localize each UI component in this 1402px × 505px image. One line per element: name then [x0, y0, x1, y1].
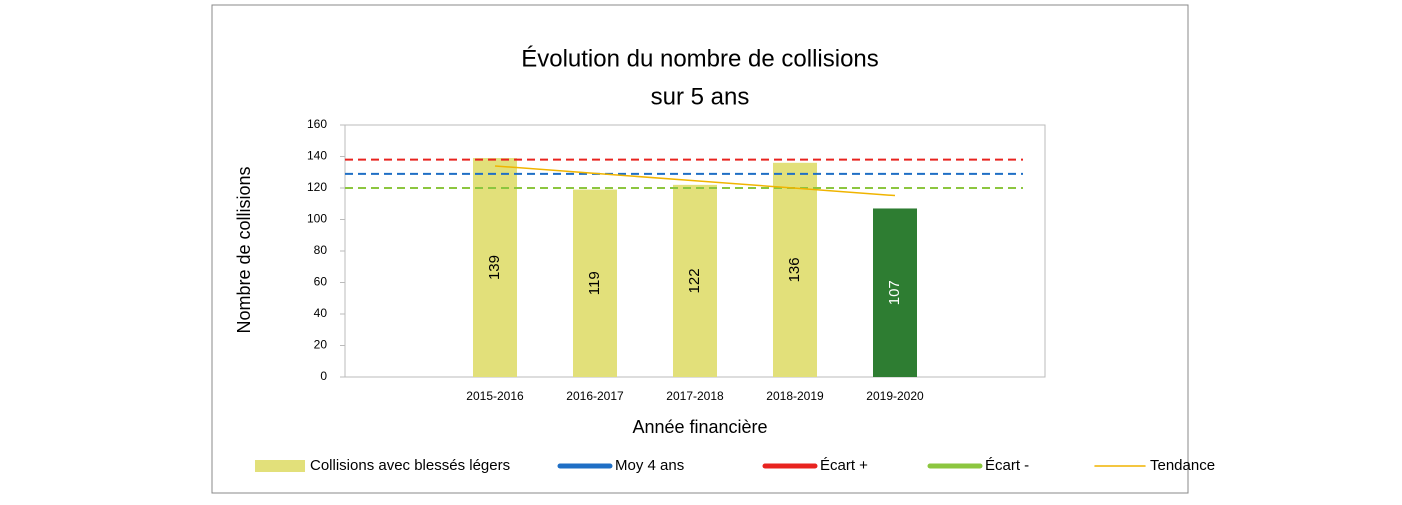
x-axis-label: Année financière — [632, 417, 767, 437]
x-tick-label: 2019-2020 — [866, 389, 924, 403]
y-tick-label: 20 — [314, 338, 328, 352]
legend-label: Tendance — [1150, 457, 1215, 474]
x-tick-label: 2018-2019 — [766, 389, 824, 403]
bar — [673, 184, 717, 377]
y-tick-label: 140 — [307, 149, 327, 163]
y-axis-label: Nombre de collisions — [234, 166, 254, 333]
data-label: 107 — [886, 280, 903, 305]
chart-title: Évolution du nombre de collisions — [521, 45, 879, 72]
x-tick-label: 2016-2017 — [566, 389, 624, 403]
data-label: 119 — [586, 271, 603, 295]
legend-label: Moy 4 ans — [615, 457, 684, 474]
legend-label: Écart + — [820, 457, 868, 474]
legend-label: Écart - — [985, 457, 1029, 474]
chart-title: sur 5 ans — [651, 83, 750, 110]
bar — [573, 189, 617, 377]
y-tick-label: 160 — [307, 117, 327, 131]
y-tick-label: 60 — [314, 275, 328, 289]
data-label: 122 — [686, 268, 703, 293]
bar — [473, 158, 517, 377]
data-label: 136 — [786, 257, 803, 282]
y-tick-label: 0 — [320, 369, 327, 383]
bar — [873, 208, 917, 377]
x-tick-label: 2017-2018 — [666, 389, 724, 403]
legend-swatch — [255, 460, 305, 472]
y-tick-label: 40 — [314, 306, 328, 320]
trend-line — [494, 165, 896, 197]
data-label: 139 — [486, 255, 503, 280]
legend-label: Collisions avec blessés légers — [310, 457, 510, 474]
y-tick-label: 120 — [307, 180, 327, 194]
y-tick-label: 80 — [314, 243, 328, 257]
bar — [773, 162, 817, 377]
x-tick-label: 2015-2016 — [466, 389, 524, 403]
y-tick-label: 100 — [307, 212, 327, 226]
